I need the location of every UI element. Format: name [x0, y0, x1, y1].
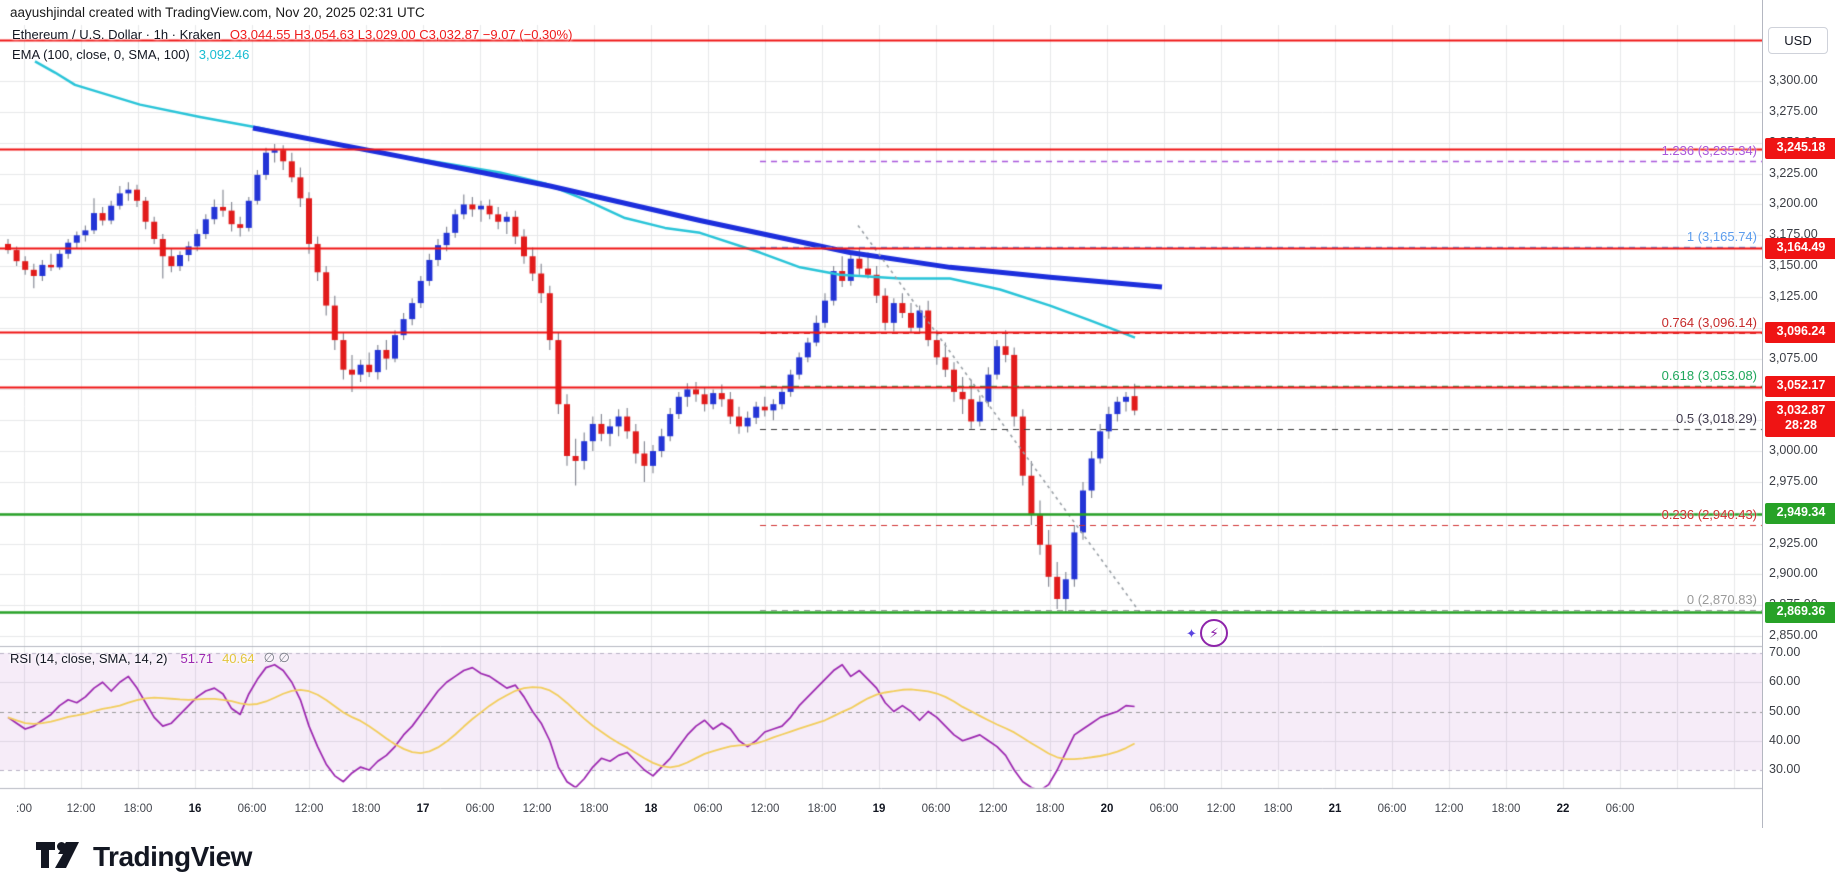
fib-level-label: 1 (3,165.74): [1686, 228, 1757, 244]
rsi-legend[interactable]: RSI (14, close, SMA, 14, 2) 51.71 40.64 …: [10, 650, 290, 666]
price-axis-border: [1762, 0, 1763, 828]
price-chart-canvas[interactable]: [0, 0, 1763, 828]
time-tick: 18:00: [807, 803, 837, 815]
time-tick: 18:00: [1035, 803, 1065, 815]
price-tick: 2,925.00: [1769, 535, 1818, 550]
price-badge: 3,052.17: [1765, 376, 1835, 398]
time-tick: 06:00: [921, 803, 951, 815]
price-badge: 3,096.24: [1765, 321, 1835, 343]
price-tick: 2,850.00: [1769, 628, 1818, 642]
currency-usd-button[interactable]: USD: [1768, 27, 1828, 54]
symbol-title: Ethereum / U.S. Dollar · 1h · Kraken: [12, 27, 221, 42]
time-tick: :00: [16, 803, 32, 815]
fib-level-label: 0 (2,870.83): [1686, 592, 1757, 608]
time-tick: 12:00: [66, 803, 96, 815]
time-tick: 06:00: [1605, 803, 1635, 815]
fib-level-label: 0.764 (3,096.14): [1661, 314, 1757, 330]
fib-level-label: 0.618 (3,053.08): [1661, 367, 1757, 383]
time-tick: 12:00: [978, 803, 1008, 815]
time-tick: 18: [644, 803, 658, 815]
rsi-tick: 60.00: [1769, 674, 1801, 689]
fib-level-label: 0.5 (3,018.29): [1676, 410, 1757, 426]
lightning-annotation[interactable]: ✦ ⚡: [1186, 617, 1232, 649]
sparkle-icon: ✦: [1186, 626, 1197, 641]
price-tick: 2,975.00: [1769, 473, 1818, 488]
rsi-title: RSI (14, close, SMA, 14, 2): [10, 650, 168, 666]
price-tick: 3,200.00: [1769, 196, 1818, 211]
time-tick: 06:00: [1377, 803, 1407, 815]
time-tick: 19: [872, 803, 886, 815]
time-tick: 12:00: [1434, 803, 1464, 815]
time-tick: 22: [1556, 803, 1570, 815]
time-tick: 12:00: [750, 803, 780, 815]
ema-legend[interactable]: EMA (100, close, 0, SMA, 100) 3,092.46: [12, 47, 249, 62]
time-tick: 16: [188, 803, 202, 815]
lightning-bolt-icon: ⚡: [1200, 619, 1228, 647]
fib-level-label: 0.236 (2,940.43): [1661, 506, 1757, 522]
rsi-tick: 40.00: [1769, 732, 1801, 747]
time-tick: 12:00: [294, 803, 324, 815]
price-badge: 3,164.49: [1765, 237, 1835, 259]
time-tick: 06:00: [693, 803, 723, 815]
time-tick: 06:00: [465, 803, 495, 815]
price-tick: 3,275.00: [1769, 104, 1818, 118]
price-tick: 3,150.00: [1769, 258, 1818, 273]
price-tick: 3,300.00: [1769, 73, 1818, 88]
tradingview-logo-text: TradingView: [93, 841, 252, 872]
ohlc-values: O3,044.55 H3,054.63 L3,029.00 C3,032.87 …: [229, 27, 573, 42]
price-badge: 3,032.87 28:28: [1765, 400, 1835, 437]
price-tick: 3,000.00: [1769, 443, 1818, 458]
ema-value: 3,092.46: [198, 47, 250, 62]
time-tick: 17: [416, 803, 430, 815]
tradingview-logo-icon: [36, 842, 79, 868]
tradingview-logo[interactable]: TradingView: [36, 841, 252, 873]
rsi-tick: 50.00: [1769, 703, 1801, 718]
time-tick: 12:00: [1206, 803, 1236, 815]
symbol-legend[interactable]: Ethereum / U.S. Dollar · 1h · Kraken O3,…: [12, 27, 572, 42]
time-tick: 18:00: [351, 803, 381, 815]
attribution-text: aayushjindal created with TradingView.co…: [10, 5, 425, 20]
price-tick: 3,225.00: [1769, 165, 1818, 180]
price-badge: 2,949.34: [1765, 503, 1835, 525]
rsi-extra-flags: ∅ ∅: [263, 650, 290, 665]
price-tick: 2,900.00: [1769, 566, 1818, 581]
rsi-value: 51.71: [180, 650, 214, 666]
rsi-sma-value: 40.64: [222, 650, 255, 666]
time-tick: 12:00: [522, 803, 552, 815]
time-tick: 18:00: [1263, 803, 1293, 815]
ema-label: EMA (100, close, 0, SMA, 100): [12, 47, 190, 62]
time-tick: 18:00: [1491, 803, 1521, 815]
time-tick: 06:00: [237, 803, 267, 815]
time-tick: 06:00: [1149, 803, 1179, 815]
time-tick: 18:00: [123, 803, 153, 815]
price-axis[interactable]: USD 3,300.003,275.003,250.003,225.003,20…: [1764, 0, 1835, 828]
price-badge: 2,869.36: [1765, 601, 1835, 623]
price-tick: 3,075.00: [1769, 350, 1818, 365]
price-tick: 3,125.00: [1769, 288, 1818, 303]
rsi-tick: 70.00: [1769, 645, 1801, 659]
fib-level-label: 1.236 (3,235.34): [1661, 142, 1757, 158]
time-tick: 21: [1328, 803, 1342, 815]
time-tick: 18:00: [579, 803, 609, 815]
rsi-tick: 30.00: [1769, 762, 1801, 776]
price-badge: 3,245.18: [1765, 138, 1835, 160]
time-tick: 20: [1100, 803, 1114, 815]
